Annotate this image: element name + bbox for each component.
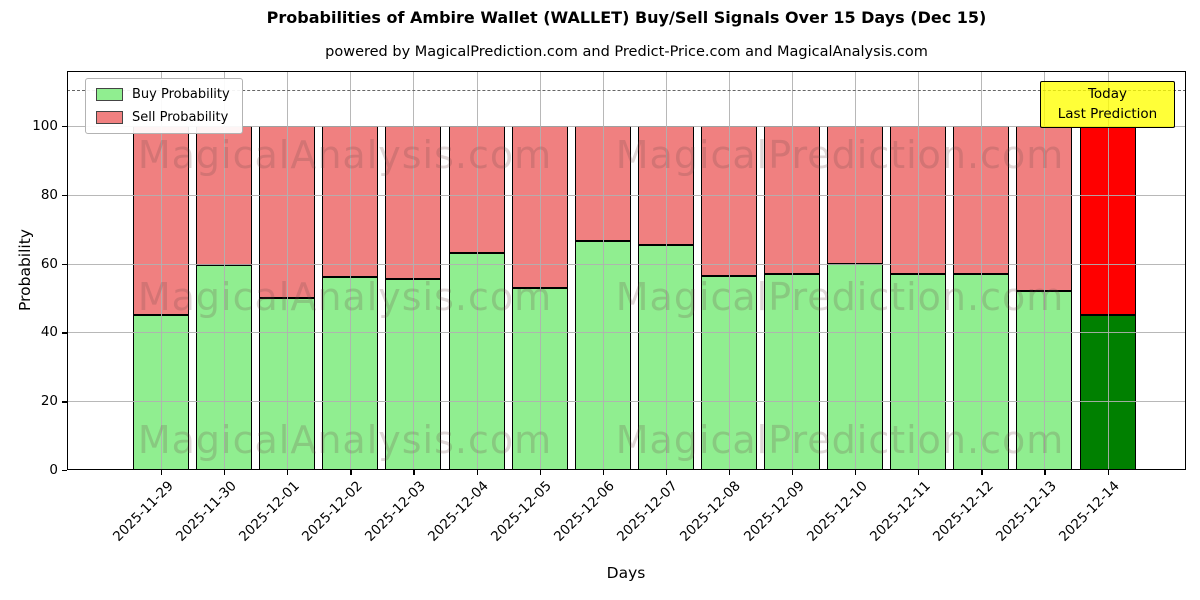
x-tick-label: 2025-12-14	[1056, 478, 1123, 545]
gridline-vertical	[350, 71, 352, 470]
y-tick-mark	[62, 126, 67, 128]
watermark-text: MagicalPrediction.com	[615, 418, 1065, 462]
x-tick-mark	[855, 470, 857, 475]
buy-probability-swatch	[96, 88, 123, 101]
gridline-vertical	[287, 71, 289, 470]
gridline-horizontal	[67, 126, 1186, 128]
x-tick-mark	[981, 470, 983, 475]
x-tick-mark	[287, 470, 289, 475]
x-tick-label: 2025-12-05	[488, 478, 555, 545]
x-tick-mark	[476, 470, 478, 475]
x-tick-mark	[539, 470, 541, 475]
gridline-vertical	[224, 71, 226, 470]
watermark-text: MagicalAnalysis.com	[137, 275, 553, 319]
gridline-vertical	[792, 71, 793, 470]
gridline-horizontal	[67, 263, 1186, 265]
chart-subtitle: powered by MagicalPrediction.com and Pre…	[325, 44, 928, 60]
x-tick-label: 2025-12-10	[803, 478, 871, 545]
x-tick-mark	[1044, 470, 1046, 475]
y-tick-label: 60	[40, 255, 58, 272]
gridline-vertical	[855, 71, 857, 470]
y-tick-mark	[62, 332, 67, 334]
today-annotation: Today Last Prediction	[1040, 81, 1175, 128]
gridline-vertical	[1044, 71, 1046, 470]
legend-label-buy: Buy Probability	[132, 87, 230, 102]
dashed-threshold-line	[67, 89, 1186, 91]
x-tick-label: 2025-12-07	[614, 478, 682, 545]
legend-item-sell: Sell Probability	[96, 110, 230, 125]
sell-probability-swatch	[96, 111, 123, 124]
x-tick-label: 2025-12-04	[425, 478, 492, 545]
x-tick-label: 2025-11-30	[172, 478, 240, 545]
gridline-vertical	[161, 71, 162, 470]
x-tick-mark	[728, 470, 731, 475]
legend-item-buy: Buy Probability	[96, 87, 230, 102]
x-tick-mark	[602, 470, 604, 475]
y-tick-mark	[62, 263, 67, 265]
x-tick-label: 2025-12-02	[298, 478, 366, 545]
gridline-horizontal	[67, 194, 1186, 196]
chart-title: Probabilities of Ambire Wallet (WALLET) …	[266, 8, 987, 27]
y-tick-label: 40	[40, 324, 58, 341]
gridline-vertical	[602, 71, 604, 470]
y-tick-label: 20	[40, 393, 58, 410]
grid-layer	[67, 71, 1186, 470]
x-tick-mark	[665, 470, 668, 475]
y-tick-label: 100	[32, 118, 58, 135]
watermark-text: MagicalAnalysis.com	[137, 133, 553, 177]
x-tick-label: 2025-12-06	[551, 478, 619, 545]
x-axis-label: Days	[606, 564, 646, 582]
x-tick-label: 2025-12-12	[929, 478, 997, 545]
x-tick-mark	[1107, 470, 1109, 475]
gridline-vertical	[728, 71, 730, 470]
x-tick-label: 2025-11-29	[109, 478, 177, 545]
y-tick-label: 80	[40, 186, 58, 203]
x-tick-mark	[413, 470, 415, 475]
watermark-text: MagicalPrediction.com	[615, 133, 1065, 177]
x-tick-mark	[792, 470, 794, 475]
watermark-text: MagicalAnalysis.com	[137, 418, 553, 462]
gridline-vertical	[665, 71, 667, 470]
today-annotation-line1: Today	[1087, 86, 1128, 102]
y-tick-mark	[62, 194, 67, 197]
y-tick-mark	[62, 401, 67, 403]
today-annotation-line2: Last Prediction	[1057, 106, 1158, 122]
x-tick-mark	[224, 470, 226, 475]
x-tick-label: 2025-12-11	[866, 478, 934, 545]
gridline-horizontal	[67, 401, 1186, 403]
x-tick-mark	[918, 470, 920, 475]
y-tick-mark	[62, 470, 67, 472]
watermark-text: MagicalPrediction.com	[615, 275, 1065, 319]
gridline-horizontal	[67, 332, 1186, 334]
legend: Buy Probability Sell Probability	[85, 78, 243, 134]
gridline-vertical	[539, 71, 541, 470]
x-tick-mark	[350, 470, 352, 475]
x-tick-label: 2025-12-13	[992, 478, 1060, 545]
gridline-vertical	[918, 71, 920, 470]
plot-area: MagicalAnalysis.com MagicalPrediction.com…	[67, 71, 1186, 470]
gridline-vertical	[476, 71, 478, 470]
gridline-vertical	[981, 71, 983, 470]
gridline-vertical	[413, 71, 415, 470]
x-tick-label: 2025-12-01	[235, 478, 303, 545]
gridline-vertical	[1107, 71, 1109, 470]
x-tick-mark	[161, 470, 163, 475]
x-tick-label: 2025-12-09	[740, 478, 808, 545]
x-tick-label: 2025-12-03	[361, 478, 429, 545]
legend-label-sell: Sell Probability	[132, 110, 229, 125]
y-tick-label: 0	[49, 462, 58, 478]
x-tick-label: 2025-12-08	[677, 478, 745, 545]
